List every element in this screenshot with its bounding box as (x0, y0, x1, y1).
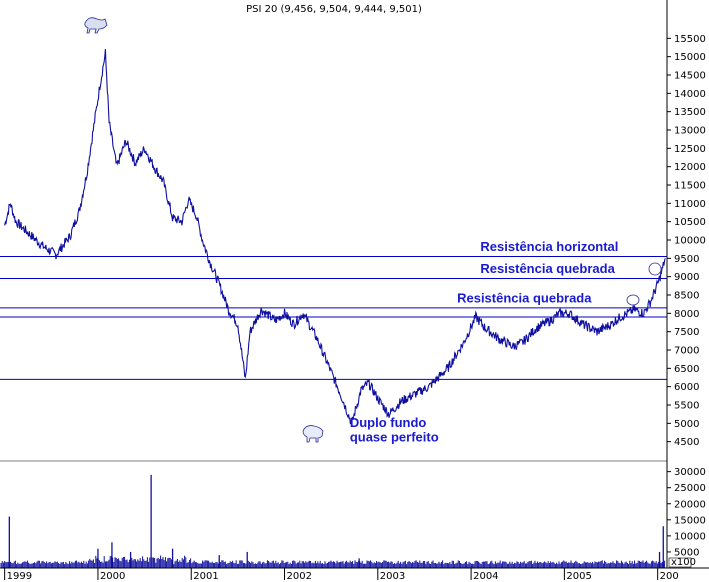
volume-tick-label: 30000 (674, 467, 706, 478)
year-tick-label: 2005 (566, 571, 591, 582)
price-tick-label: 9000 (674, 272, 699, 283)
annotation-label: Resistência quebrada (480, 261, 615, 276)
volume-unit-box (668, 557, 692, 568)
price-tick-label: 13000 (674, 126, 706, 137)
volume-bars (0, 474, 666, 568)
volume-tick-label: 20000 (674, 499, 706, 510)
price-tick-label: 6000 (674, 382, 699, 393)
price-tick-label: 12000 (674, 162, 706, 173)
annotation-label: Resistência horizontal (480, 239, 618, 254)
price-tick-label: 13500 (674, 107, 706, 118)
year-tick-label: 2002 (287, 571, 312, 582)
price-tick-label: 6500 (674, 364, 699, 375)
price-tick-label: 15500 (674, 34, 706, 45)
annotation-label: quase perfeito (350, 430, 439, 445)
volume-tick-label: 10000 (674, 531, 706, 542)
volume-unit-label: x100 (671, 557, 696, 568)
year-tick-label: 200 (660, 571, 679, 582)
price-series (4, 49, 666, 425)
bull-icon (84, 17, 108, 34)
price-tick-label: 7500 (674, 327, 699, 338)
year-tick-label: 2000 (100, 571, 125, 582)
chart-title: PSI 20 (9,456, 9,504, 9,444, 9,501) (246, 4, 422, 15)
year-tick-label: 2001 (193, 571, 218, 582)
price-tick-label: 5500 (674, 401, 699, 412)
volume-tick-label: 15000 (674, 515, 706, 526)
price-tick-label: 14000 (674, 89, 706, 100)
price-tick-label: 11500 (674, 181, 706, 192)
price-tick-label: 10500 (674, 217, 706, 228)
price-tick-label: 12500 (674, 144, 706, 155)
year-tick-label: 1999 (7, 571, 32, 582)
price-tick-label: 8500 (674, 291, 699, 302)
price-tick-label: 9500 (674, 254, 699, 265)
annotation-label: Duplo fundo (350, 415, 427, 430)
price-tick-label: 8000 (674, 309, 699, 320)
price-tick-label: 11000 (674, 199, 706, 210)
bear-icon (302, 425, 324, 443)
price-tick-label: 15000 (674, 52, 706, 63)
annotations: Resistência horizontal Resistência quebra… (350, 239, 619, 445)
year-tick-label: 2004 (473, 571, 498, 582)
price-tick-label: 10000 (674, 236, 706, 247)
target-circle-icon (626, 262, 662, 306)
price-tick-label: 4500 (674, 437, 699, 448)
price-tick-label: 7000 (674, 346, 699, 357)
volume-tick-label: 25000 (674, 483, 706, 494)
volume-tick-label: 5000 (674, 547, 699, 558)
annotation-label: Resistência quebrada (457, 290, 592, 305)
year-tick-label: 2003 (380, 571, 405, 582)
price-tick-label: 14500 (674, 71, 706, 82)
price-line (4, 49, 666, 425)
price-tick-label: 5000 (674, 419, 699, 430)
